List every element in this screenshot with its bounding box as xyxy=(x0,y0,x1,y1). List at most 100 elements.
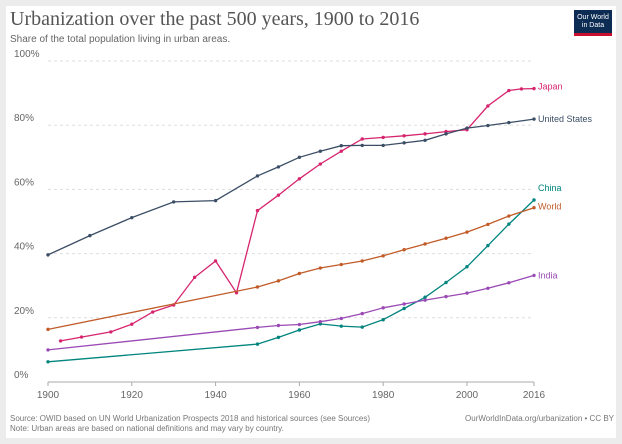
y-tick-label: 60% xyxy=(14,177,34,188)
data-point-world xyxy=(46,327,50,332)
series-label-world: World xyxy=(538,202,561,212)
data-point-india xyxy=(297,322,302,327)
series-line-world xyxy=(47,207,535,331)
data-point-china xyxy=(444,280,448,285)
series-line-japan xyxy=(60,87,535,342)
data-point-united-states xyxy=(402,141,406,145)
data-point-united-states xyxy=(130,215,134,220)
data-point-world xyxy=(318,266,323,270)
data-point-world xyxy=(402,248,406,252)
x-tick-label: 1980 xyxy=(372,390,395,401)
data-point-japan xyxy=(297,177,302,181)
x-tick-label: 1900 xyxy=(37,390,60,401)
data-point-united-states xyxy=(381,143,385,148)
logo-line-2: in Data xyxy=(581,22,605,29)
chart-subtitle: Share of the total population living in … xyxy=(10,34,231,45)
data-point-china xyxy=(339,324,343,328)
data-point-china xyxy=(381,318,385,322)
credit-link[interactable]: OurWorldInData.org/urbanization • CC BY xyxy=(465,414,614,423)
data-point-japan xyxy=(109,330,113,334)
data-point-india xyxy=(465,291,469,295)
data-point-japan xyxy=(58,339,63,343)
chart-title: Urbanization over the past 500 years, 19… xyxy=(10,8,420,30)
data-point-japan xyxy=(519,87,524,91)
series-line-china xyxy=(47,199,535,363)
data-point-india xyxy=(507,281,511,285)
data-point-world xyxy=(486,222,490,227)
data-point-japan xyxy=(130,322,134,326)
data-point-world xyxy=(276,279,281,283)
series-label-china: China xyxy=(538,183,562,193)
data-point-japan xyxy=(402,134,406,138)
chart-footer: Source: OWID based on UN World Urbanizat… xyxy=(10,414,370,434)
data-point-united-states xyxy=(444,132,448,136)
y-tick-label: 40% xyxy=(14,242,34,253)
data-point-united-states xyxy=(360,143,364,148)
data-point-japan xyxy=(507,88,511,93)
data-point-united-states xyxy=(486,123,490,128)
data-point-united-states xyxy=(339,144,343,148)
data-point-japan xyxy=(79,335,84,339)
owid-logo[interactable]: Our World in Data xyxy=(574,10,612,36)
data-point-united-states xyxy=(88,233,92,238)
chart-card xyxy=(6,6,616,438)
data-point-united-states xyxy=(255,174,260,178)
logo-red-bar xyxy=(574,33,612,36)
data-point-india xyxy=(402,302,406,306)
source-note: Source: OWID based on UN World Urbanizat… xyxy=(10,414,371,423)
definition-note: Note: Urban areas are based on national … xyxy=(10,424,284,433)
data-point-united-states xyxy=(213,198,218,203)
x-tick-label: 1960 xyxy=(288,390,311,401)
data-point-japan xyxy=(360,137,364,141)
data-point-china xyxy=(276,335,281,340)
data-point-india xyxy=(46,348,50,352)
data-point-china xyxy=(423,295,427,299)
data-point-world xyxy=(381,254,385,258)
data-point-world xyxy=(444,236,448,240)
data-point-india xyxy=(381,306,385,310)
data-point-united-states xyxy=(507,120,511,125)
data-point-world xyxy=(255,285,260,289)
data-point-india xyxy=(255,325,260,330)
data-point-india xyxy=(423,298,427,302)
data-point-india xyxy=(276,323,281,328)
data-point-india xyxy=(360,311,364,316)
series-line-india xyxy=(47,274,535,351)
data-point-united-states xyxy=(423,138,427,142)
y-tick-label: 100% xyxy=(14,49,40,60)
data-point-japan xyxy=(381,135,385,140)
data-point-japan xyxy=(255,208,260,213)
y-tick-label: 20% xyxy=(14,306,34,317)
data-point-india xyxy=(444,294,448,299)
data-point-japan xyxy=(486,104,490,108)
data-point-china xyxy=(297,328,302,332)
data-point-china xyxy=(532,198,536,202)
series-label-united-states: United States xyxy=(538,114,593,124)
data-point-japan xyxy=(339,149,343,153)
data-point-world xyxy=(423,242,427,246)
data-point-china xyxy=(360,325,364,329)
x-tick-label: 1920 xyxy=(121,390,144,401)
data-point-united-states xyxy=(318,149,323,153)
x-tick-label: 2000 xyxy=(456,390,479,401)
data-point-japan xyxy=(151,310,155,314)
data-point-world xyxy=(297,271,302,276)
data-point-world xyxy=(360,259,364,263)
series-label-india: India xyxy=(538,270,558,280)
data-point-japan xyxy=(423,132,427,136)
y-tick-label: 80% xyxy=(14,113,34,124)
data-point-china xyxy=(46,360,50,364)
x-tick-label: 2016 xyxy=(523,390,546,401)
data-point-india xyxy=(318,319,323,324)
data-point-world xyxy=(339,262,343,267)
data-point-japan xyxy=(213,259,218,263)
data-point-japan xyxy=(276,193,281,197)
data-point-japan xyxy=(318,162,323,166)
data-point-united-states xyxy=(532,117,536,121)
data-point-china xyxy=(465,265,469,269)
data-point-india xyxy=(339,316,343,321)
data-point-japan xyxy=(192,275,197,280)
data-point-china xyxy=(255,342,260,346)
